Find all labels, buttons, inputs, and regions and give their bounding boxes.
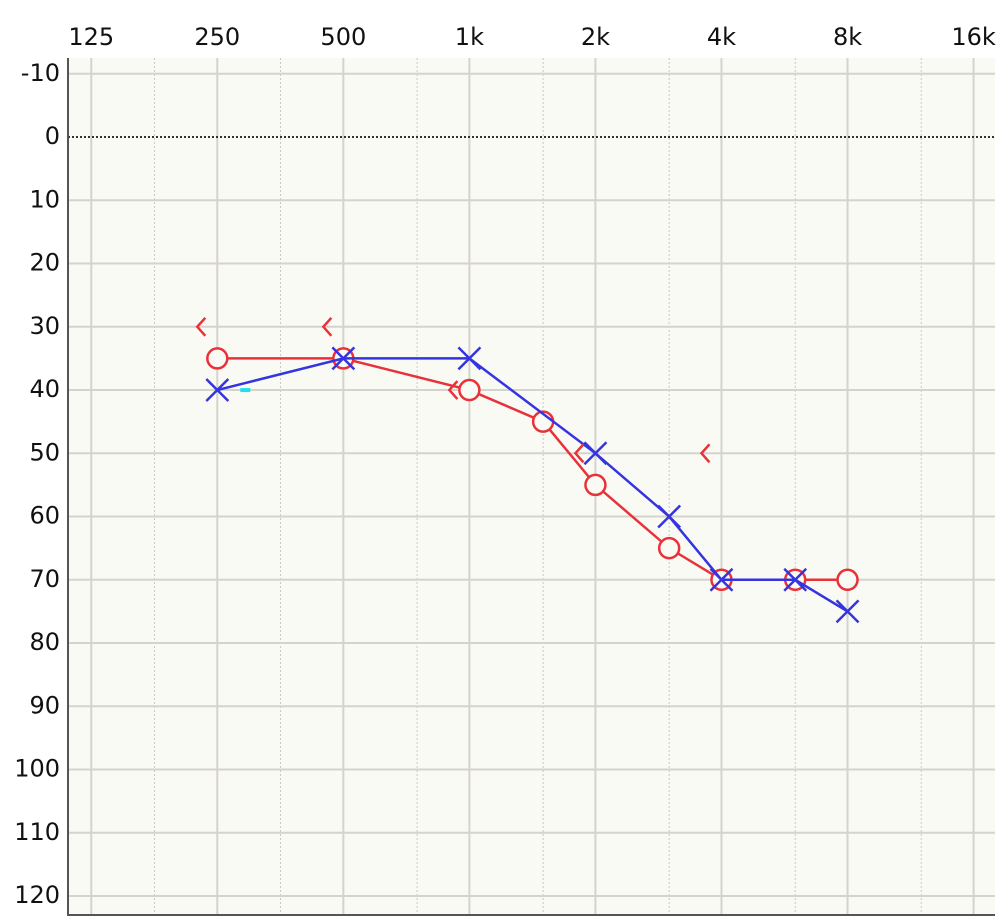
y-tick-label: 60: [29, 502, 60, 530]
y-tick-label: 100: [14, 755, 60, 783]
x-tick-label: 250: [194, 23, 240, 51]
marker-x: [783, 567, 808, 592]
y-tick-label: 30: [29, 312, 60, 340]
y-tick-label: 120: [14, 881, 60, 909]
marker-bone: [321, 316, 333, 337]
marker-circle: [206, 347, 229, 370]
plot-area: [68, 58, 995, 915]
y-tick-label: 20: [29, 249, 60, 277]
x-tick-label: 1k: [455, 23, 484, 51]
x-tick-label: 125: [68, 23, 114, 51]
marker-bone: [447, 380, 459, 400]
y-tick-label: 40: [29, 375, 60, 403]
marker-circle: [584, 473, 607, 497]
y-tick-label: 0: [45, 122, 60, 150]
marker-circle: [836, 568, 859, 592]
marker-x: [457, 346, 482, 371]
marker-x: [331, 346, 356, 371]
marker-circle: [458, 378, 481, 402]
x-tick-label: 4k: [707, 23, 736, 51]
y-tick-label: 70: [29, 565, 60, 593]
axis-frame: [67, 58, 995, 916]
marker-x: [709, 567, 734, 592]
marker-circle: [657, 536, 681, 560]
y-tick-label: 110: [14, 818, 60, 846]
series-line: [216, 357, 849, 613]
x-tick-label: 500: [320, 23, 366, 51]
y-tick-label: 80: [29, 628, 60, 656]
y-tick-label: -10: [21, 59, 60, 87]
marker-x: [205, 378, 230, 402]
marker-bone: [699, 443, 711, 464]
marker-x: [583, 441, 608, 466]
x-tick-label: 8k: [833, 23, 862, 51]
marker-x: [835, 599, 860, 624]
y-tick-label: 10: [29, 185, 60, 213]
marker-bone: [573, 443, 585, 464]
x-tick-label: 2k: [581, 23, 610, 51]
y-tick-label: 90: [29, 691, 60, 719]
marker-bone: [195, 316, 207, 337]
y-tick-label: 50: [29, 438, 60, 466]
marker-x: [657, 504, 682, 529]
x-tick-label: 16k: [951, 23, 996, 51]
